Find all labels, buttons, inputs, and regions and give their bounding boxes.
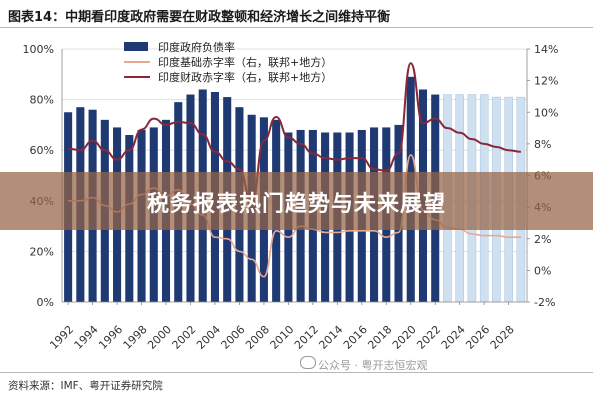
x-tick-label: 2026: [463, 323, 492, 352]
x-tick-label: 2006: [219, 323, 248, 352]
x-tick-label: 2010: [268, 323, 297, 352]
x-tick-label: 1996: [96, 323, 125, 352]
x-tick-label: 2020: [390, 323, 419, 352]
chart-title: 图表14：中期看印度政府需要在财政整顿和经济增长之间维持平衡: [8, 10, 391, 25]
footer-divider: [0, 372, 593, 373]
right-tick-label: 12%: [534, 75, 558, 88]
x-tick-label: 2008: [243, 323, 272, 352]
left-tick-label: 60%: [30, 144, 54, 157]
right-tick-label: 2%: [534, 233, 551, 246]
watermark-text: 公众号 · 粤开志恒宏观: [318, 359, 428, 372]
overlay-banner: [0, 172, 593, 230]
left-tick-label: 20%: [30, 245, 54, 258]
x-tick-label: 2012: [292, 323, 321, 352]
x-tick-label: 2022: [414, 323, 443, 352]
x-tick-label: 2024: [439, 323, 468, 352]
legend-label: 印度政府负债率: [158, 40, 235, 54]
x-tick-label: 1994: [72, 323, 101, 352]
right-tick-label: 14%: [534, 43, 558, 56]
x-tick-label: 2000: [145, 323, 174, 352]
banner-text: 税务报表热门趋势与未来展望: [146, 192, 446, 217]
wechat-icon: [300, 356, 316, 369]
series-line-2: [68, 62, 521, 206]
right-tick-label: 0%: [534, 264, 551, 277]
right-tick-label: -2%: [534, 296, 555, 309]
x-tick-label: 2014: [316, 323, 345, 352]
header-divider: [0, 27, 593, 28]
x-tick-label: 2016: [341, 323, 370, 352]
legend-label: 印度基础赤字率（右，联邦+地方）: [158, 55, 332, 69]
left-tick-label: 80%: [30, 94, 54, 107]
x-tick-label: 2004: [194, 323, 223, 352]
x-tick-label: 2002: [170, 323, 199, 352]
left-tick-label: 0%: [37, 296, 54, 309]
legend-swatch-bar: [124, 42, 148, 51]
right-tick-label: 10%: [534, 106, 558, 119]
x-tick-label: 2018: [365, 323, 394, 352]
legend-label: 印度财政赤字率（右，联邦+地方）: [158, 70, 332, 84]
x-tick-label: 1998: [121, 323, 150, 352]
right-tick-label: 8%: [534, 138, 551, 151]
source-note: 资料来源：IMF、粤开证券研究院: [8, 380, 163, 392]
left-tick-label: 100%: [23, 43, 54, 56]
x-tick-label: 2028: [488, 323, 517, 352]
lines-layer: [68, 62, 521, 278]
x-tick-label: 1992: [47, 323, 76, 352]
